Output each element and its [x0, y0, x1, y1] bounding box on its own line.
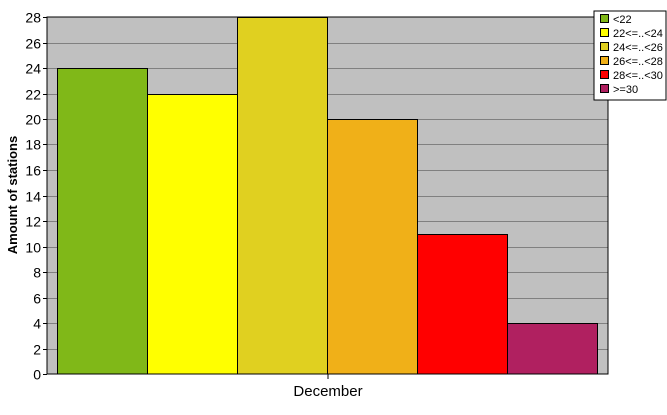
legend-label: 24<=..<26 — [613, 42, 663, 54]
legend-swatch — [600, 42, 609, 51]
legend: <22 22<=..<24 24<=..<26 26<=..<28 28<=..<30 >… — [593, 10, 667, 101]
y-tick-label: 18 — [25, 137, 41, 153]
y-tick-label: 16 — [25, 163, 41, 179]
bar-4 — [327, 119, 418, 375]
y-axis-title: Amount of stations — [5, 136, 20, 254]
legend-swatch — [600, 70, 609, 79]
legend-label: >=30 — [613, 84, 638, 96]
bar-1 — [57, 68, 148, 375]
y-tick-label: 6 — [33, 291, 41, 307]
legend-swatch — [600, 84, 609, 93]
y-tick-label: 22 — [25, 87, 41, 103]
bar-3 — [237, 17, 328, 375]
legend-label: 28<=..<30 — [613, 70, 663, 82]
x-category-label: December — [293, 383, 362, 400]
legend-label: <22 — [613, 14, 632, 26]
bars — [57, 17, 598, 375]
y-tick-label: 4 — [33, 316, 41, 332]
y-tick-label: 14 — [25, 189, 41, 205]
legend-label: 22<=..<24 — [613, 28, 663, 40]
y-tick-label: 28 — [25, 10, 41, 26]
y-tick-label: 2 — [33, 342, 41, 358]
legend-swatch — [600, 14, 609, 23]
y-tick-label: 12 — [25, 214, 41, 230]
y-tick-label: 0 — [33, 367, 41, 383]
y-tick-label: 8 — [33, 265, 41, 281]
legend-swatch — [600, 28, 609, 37]
y-tick-label: 26 — [25, 36, 41, 52]
legend-label: 26<=..<28 — [613, 56, 663, 68]
y-tick-label: 20 — [25, 112, 41, 128]
legend-swatch — [600, 56, 609, 65]
bar-5 — [417, 234, 508, 375]
bar-6 — [507, 323, 598, 375]
y-tick-label: 10 — [25, 240, 41, 256]
y-tick-label: 24 — [25, 61, 41, 77]
bar-2 — [147, 94, 238, 375]
